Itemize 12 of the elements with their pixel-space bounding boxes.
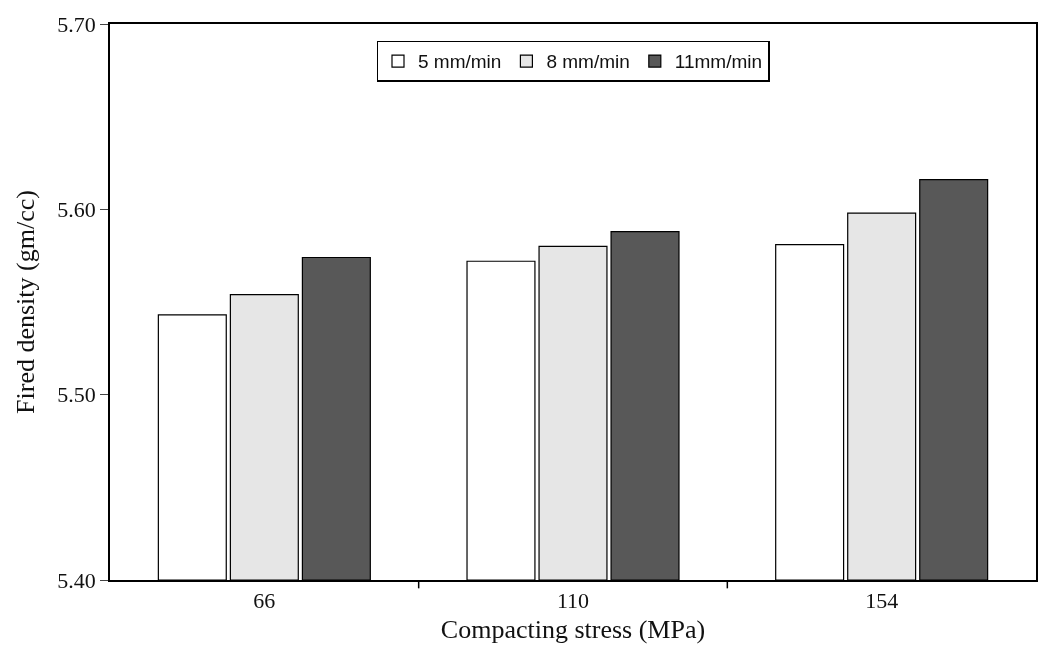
x-tick-label: 154 <box>865 588 899 614</box>
legend-label: 8 mm/min <box>546 51 630 73</box>
x-axis-title: Compacting stress (MPa) <box>440 615 706 645</box>
x-tick-label: 66 <box>253 588 276 614</box>
y-tick-label: 5.40 <box>57 567 96 593</box>
y-tick-label: 5.50 <box>57 382 96 408</box>
legend-label: 11mm/min <box>674 51 763 73</box>
x-tick-label: 110 <box>556 588 590 614</box>
legend-label: 5 mm/min <box>418 51 502 73</box>
y-axis-title: Fired density (gm/cc) <box>11 190 41 414</box>
y-tick-label: 5.70 <box>57 11 96 37</box>
y-tick-label: 5.60 <box>57 197 96 223</box>
